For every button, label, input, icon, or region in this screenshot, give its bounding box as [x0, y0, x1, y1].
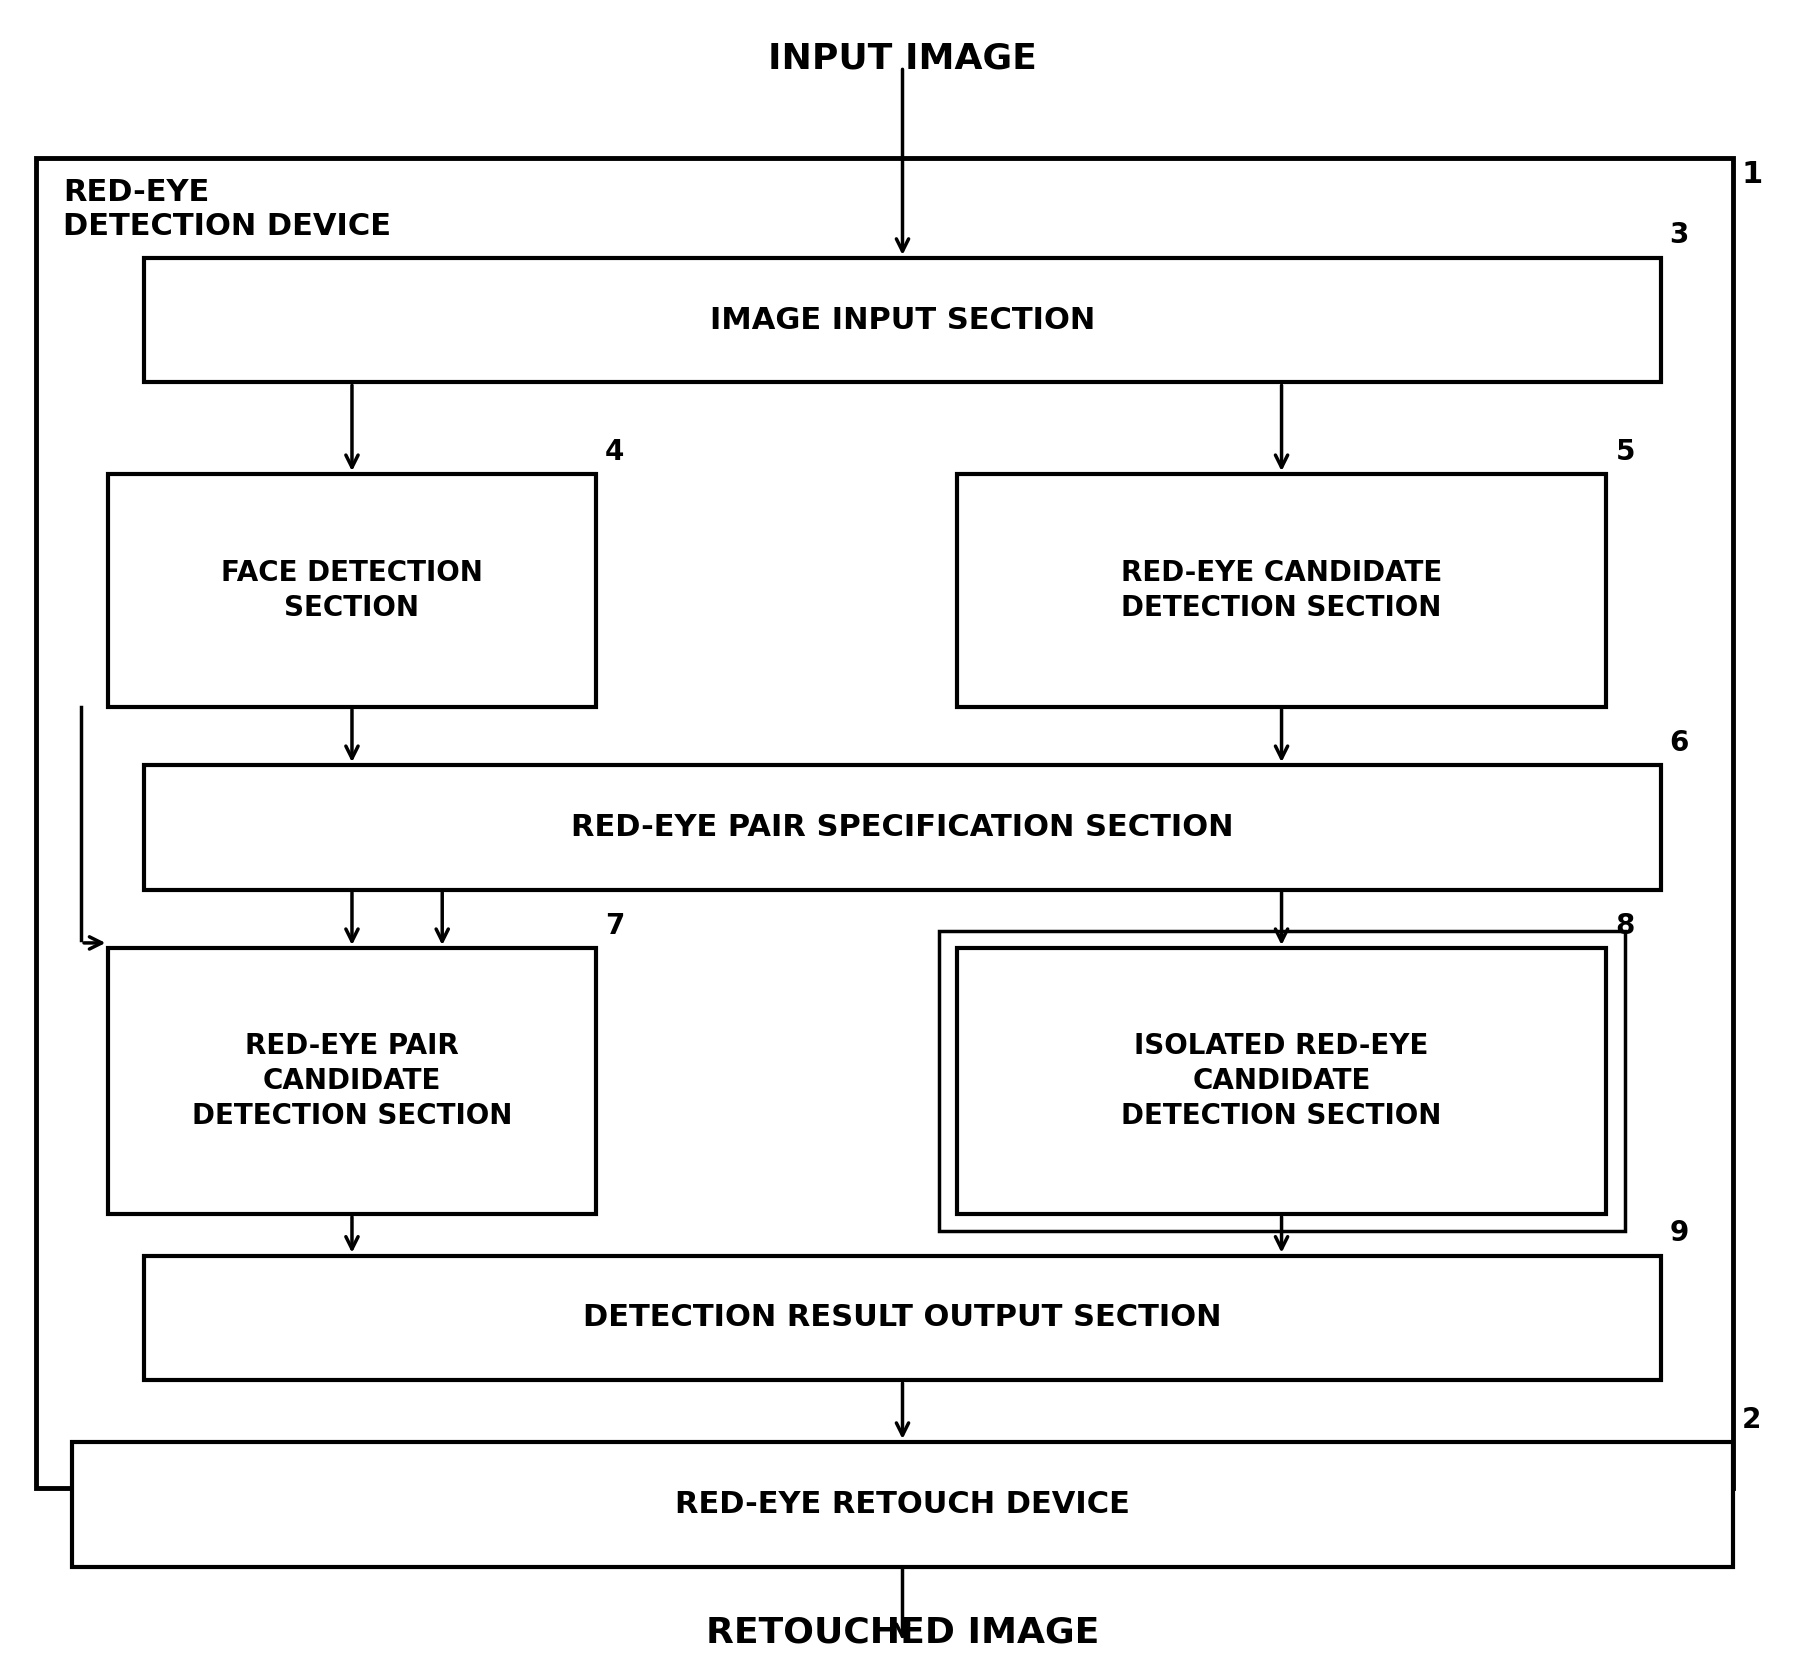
Text: RED-EYE RETOUCH DEVICE: RED-EYE RETOUCH DEVICE: [675, 1490, 1130, 1518]
Text: DETECTION RESULT OUTPUT SECTION: DETECTION RESULT OUTPUT SECTION: [583, 1304, 1222, 1332]
Text: RETOUCHED IMAGE: RETOUCHED IMAGE: [706, 1616, 1099, 1650]
Text: 3: 3: [1670, 221, 1689, 249]
Text: RED-EYE CANDIDATE
DETECTION SECTION: RED-EYE CANDIDATE DETECTION SECTION: [1121, 559, 1442, 622]
Text: 9: 9: [1670, 1219, 1689, 1247]
Bar: [108, 474, 596, 707]
Bar: [957, 474, 1606, 707]
Text: 2: 2: [1742, 1405, 1762, 1434]
Text: RED-EYE
DETECTION DEVICE: RED-EYE DETECTION DEVICE: [63, 178, 392, 241]
Bar: [144, 765, 1661, 890]
Text: 8: 8: [1615, 911, 1635, 940]
Text: INPUT IMAGE: INPUT IMAGE: [769, 42, 1036, 75]
Bar: [144, 258, 1661, 382]
Text: 5: 5: [1615, 437, 1635, 466]
Text: IMAGE INPUT SECTION: IMAGE INPUT SECTION: [709, 306, 1096, 334]
Text: 6: 6: [1670, 728, 1689, 757]
Text: ISOLATED RED-EYE
CANDIDATE
DETECTION SECTION: ISOLATED RED-EYE CANDIDATE DETECTION SEC…: [1121, 1033, 1442, 1129]
Bar: [957, 948, 1606, 1214]
Bar: [72, 1442, 1733, 1567]
Bar: [36, 158, 1733, 1488]
Bar: [108, 948, 596, 1214]
Text: RED-EYE PAIR
CANDIDATE
DETECTION SECTION: RED-EYE PAIR CANDIDATE DETECTION SECTION: [191, 1033, 513, 1129]
Text: 7: 7: [605, 911, 625, 940]
Text: 4: 4: [605, 437, 625, 466]
Text: 1: 1: [1742, 160, 1763, 190]
Text: FACE DETECTION
SECTION: FACE DETECTION SECTION: [220, 559, 484, 622]
Bar: [144, 1256, 1661, 1380]
Text: RED-EYE PAIR SPECIFICATION SECTION: RED-EYE PAIR SPECIFICATION SECTION: [570, 813, 1235, 841]
Bar: [939, 931, 1624, 1231]
